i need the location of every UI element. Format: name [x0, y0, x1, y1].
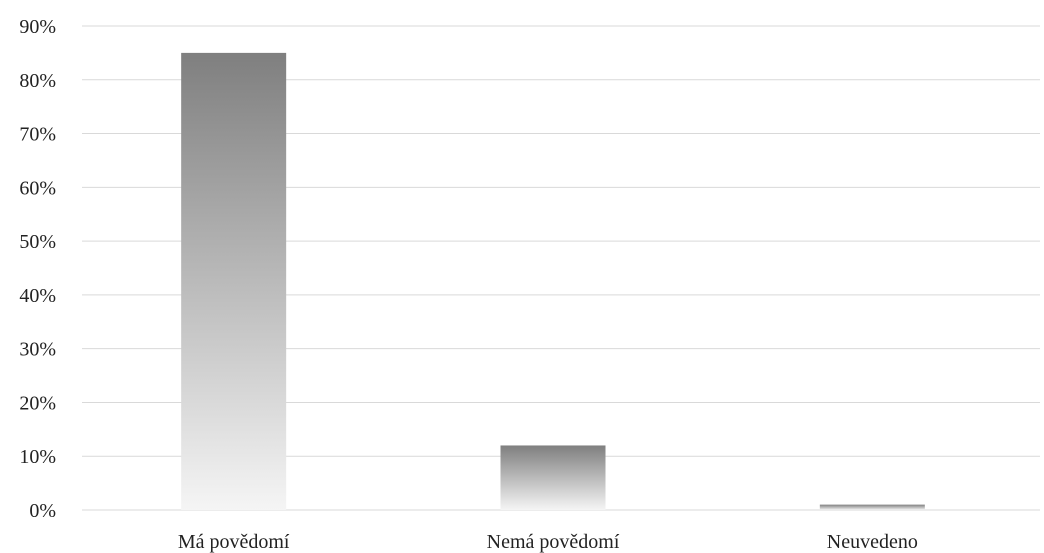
- y-tick-label: 0%: [29, 500, 56, 522]
- y-tick-label: 40%: [19, 285, 56, 307]
- y-tick-label: 60%: [19, 177, 56, 199]
- bars: [181, 52, 925, 511]
- y-tick-label: 50%: [19, 231, 56, 253]
- y-axis-tick-labels: 0% 10% 20% 30% 40% 50% 60% 70% 80% 90%: [19, 16, 56, 522]
- x-category-label: Má povědomí: [178, 531, 290, 553]
- x-category-label: Nemá povědomí: [487, 531, 620, 553]
- y-tick-label: 70%: [19, 124, 56, 146]
- y-tick-label: 80%: [19, 70, 56, 92]
- y-tick-label: 90%: [19, 16, 56, 38]
- bar: [500, 445, 606, 510]
- x-category-label: Neuvedeno: [827, 531, 918, 553]
- bar: [181, 52, 287, 511]
- y-tick-label: 30%: [19, 339, 56, 361]
- y-tick-label: 20%: [19, 392, 56, 414]
- y-tick-label: 10%: [19, 446, 56, 468]
- x-axis-category-labels: Má povědomí Nemá povědomí Neuvedeno: [178, 531, 918, 553]
- bar: [819, 504, 925, 510]
